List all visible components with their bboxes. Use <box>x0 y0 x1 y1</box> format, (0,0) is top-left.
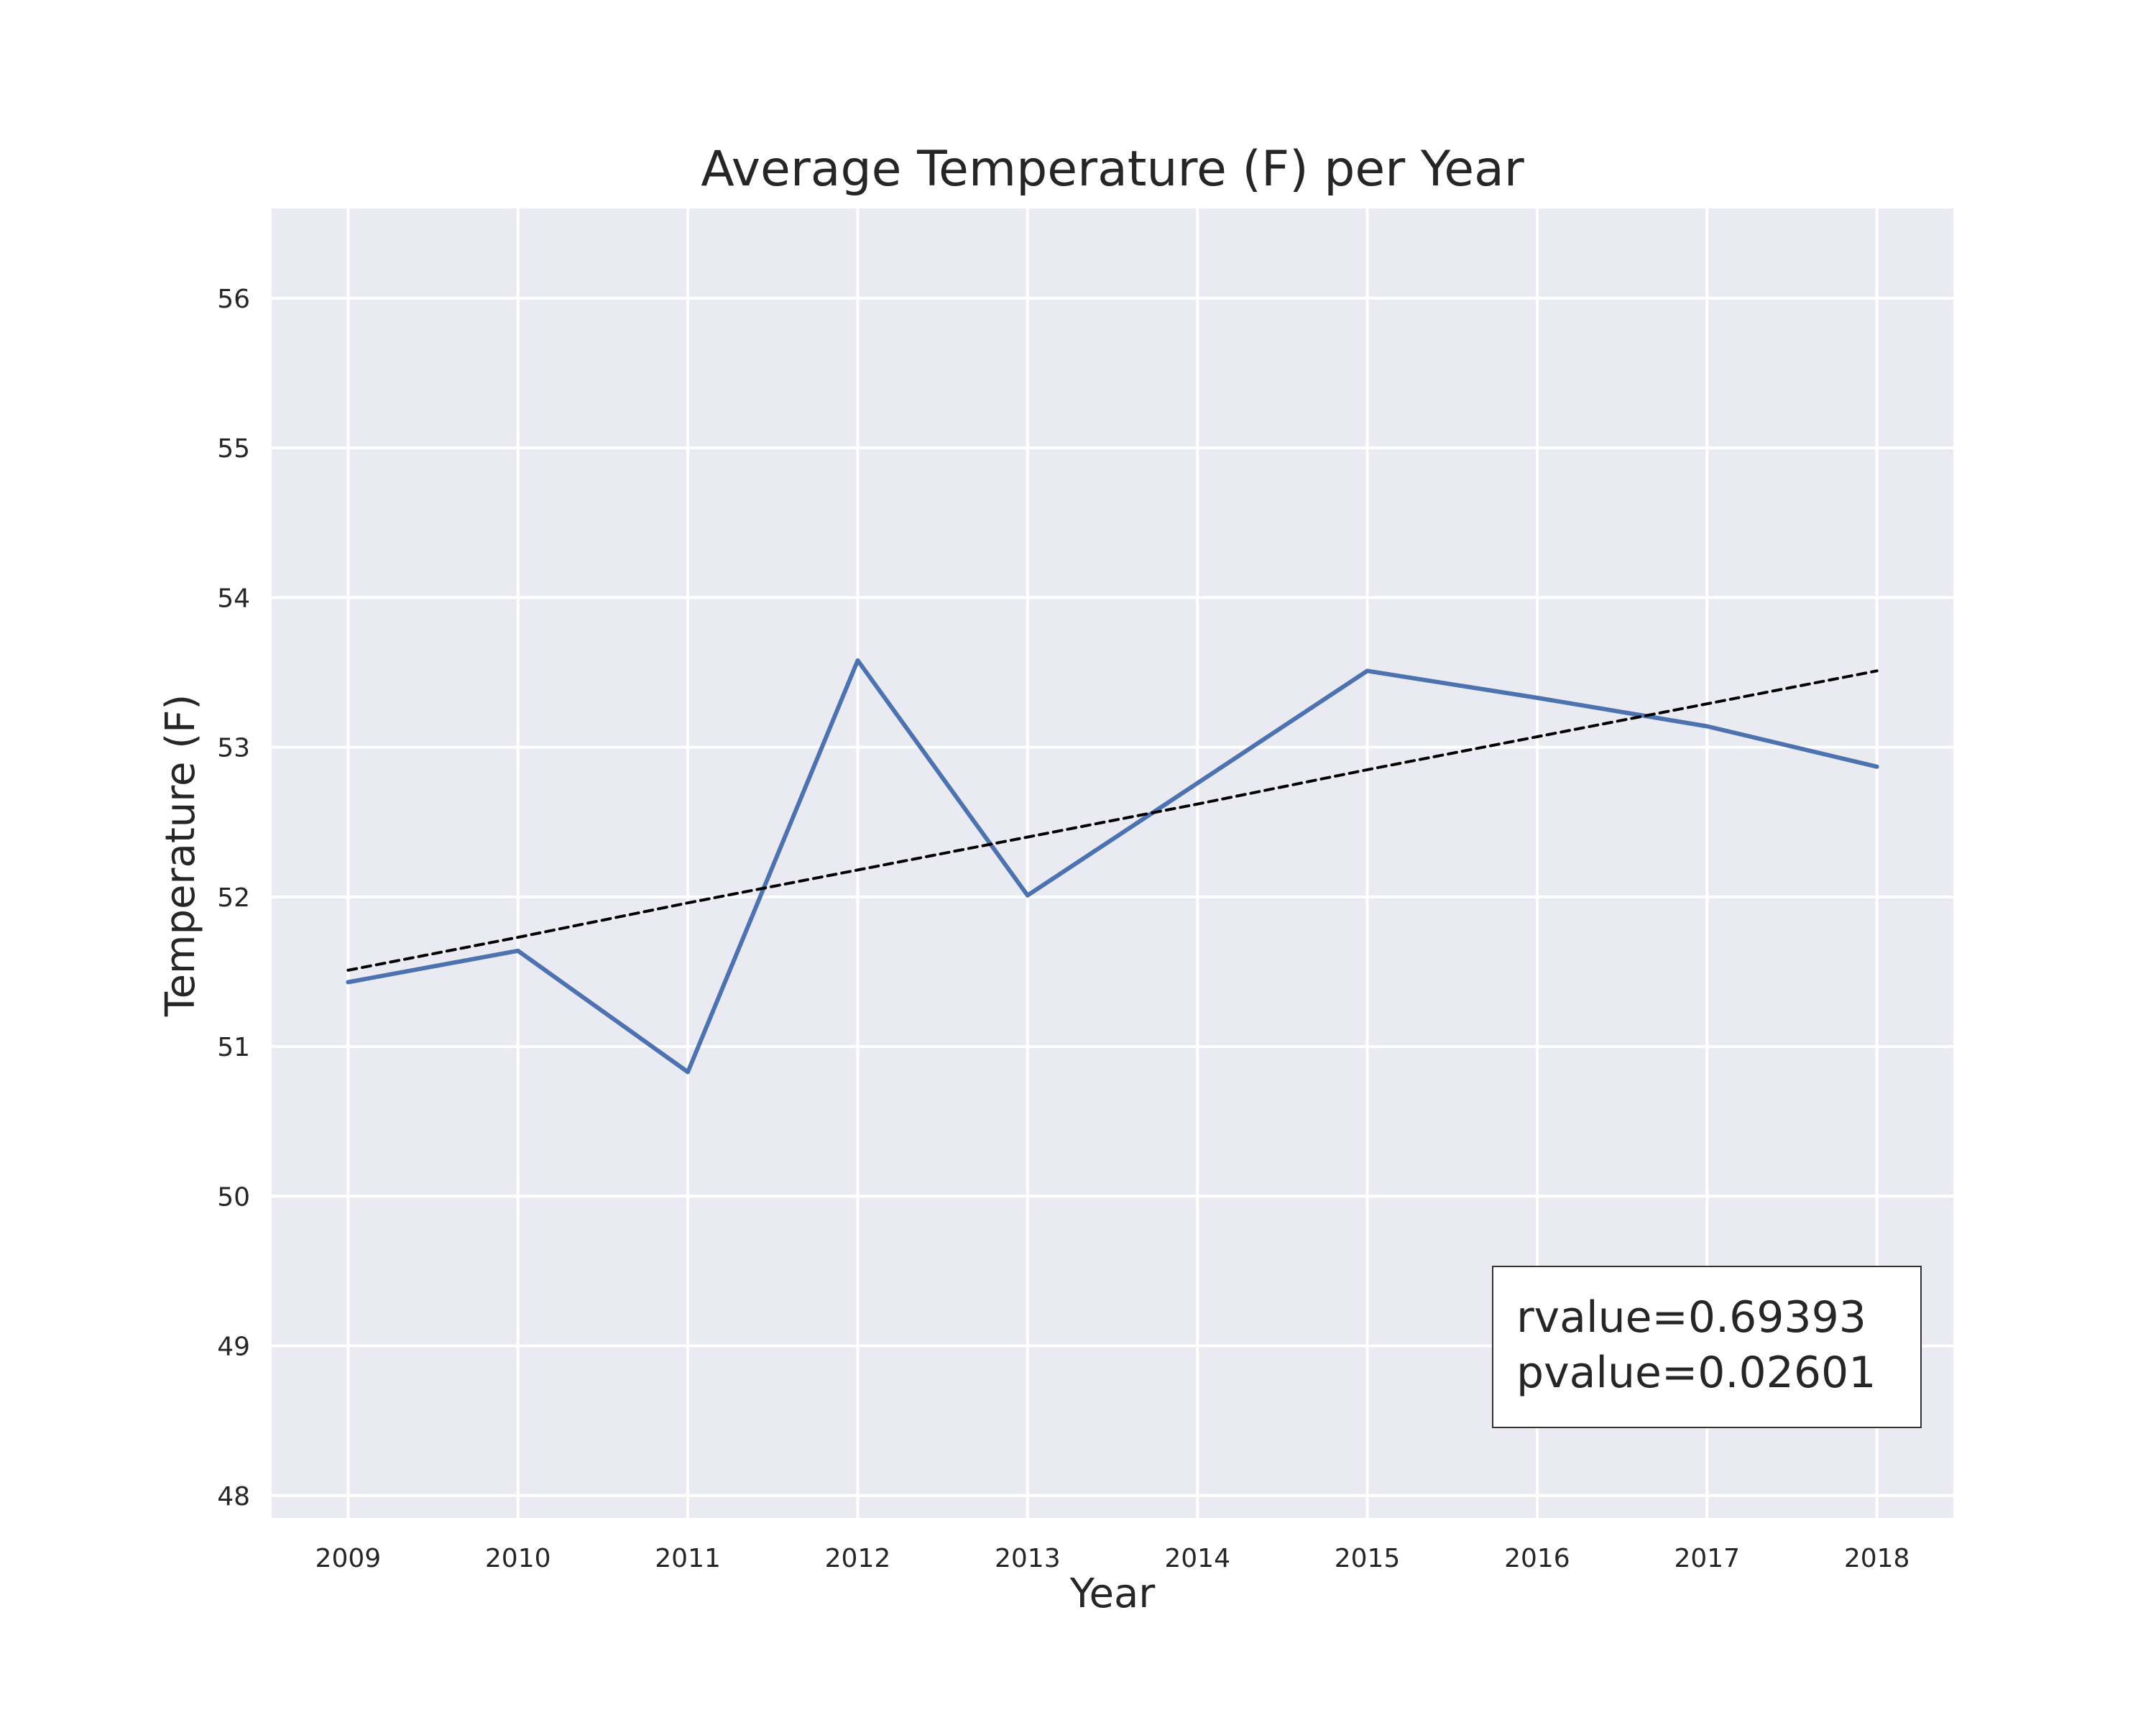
x-tick-label: 2009 <box>315 1544 382 1573</box>
y-tick-label: 49 <box>217 1333 250 1362</box>
tick-labels: 2009 2010 2011 2012 2013 2014 2015 2016 2017 2018… <box>217 285 1909 1573</box>
x-tick-label: 2017 <box>1674 1544 1740 1573</box>
y-tick-label: 56 <box>217 285 250 314</box>
y-tick-label: 48 <box>217 1482 250 1512</box>
temperature-series-line <box>346 658 1879 1075</box>
x-tick-label: 2011 <box>655 1544 721 1573</box>
y-tick-label: 55 <box>217 434 250 464</box>
y-tick-label: 51 <box>217 1033 250 1062</box>
x-tick-label: 2018 <box>1844 1544 1910 1573</box>
rvalue-annotation: rvalue=0.69393 <box>1516 1292 1866 1343</box>
trend-line <box>346 669 1879 972</box>
y-axis-label: Temperature (F) <box>157 694 204 1017</box>
y-tick-label: 50 <box>217 1182 250 1212</box>
pvalue-annotation: pvalue=0.02601 <box>1516 1348 1876 1398</box>
y-tick-label: 52 <box>217 883 250 913</box>
y-tick-label: 54 <box>217 584 250 613</box>
x-tick-label: 2010 <box>485 1544 551 1573</box>
annotation-box-frame <box>1492 1266 1922 1428</box>
x-tick-label: 2014 <box>1164 1544 1230 1573</box>
series-layer <box>346 658 1879 1075</box>
x-tick-label: 2015 <box>1335 1544 1401 1573</box>
chart-title: Average Temperature (F) per Year <box>701 141 1524 198</box>
y-tick-label: 53 <box>217 734 250 763</box>
stats-annotation-box: rvalue=0.69393 pvalue=0.02601 <box>1492 1266 1922 1428</box>
grid-layer <box>272 208 1953 1518</box>
x-tick-label: 2012 <box>825 1544 891 1573</box>
x-tick-label: 2016 <box>1504 1544 1570 1573</box>
x-tick-label: 2013 <box>995 1544 1061 1573</box>
x-axis-label: Year <box>1069 1570 1156 1617</box>
